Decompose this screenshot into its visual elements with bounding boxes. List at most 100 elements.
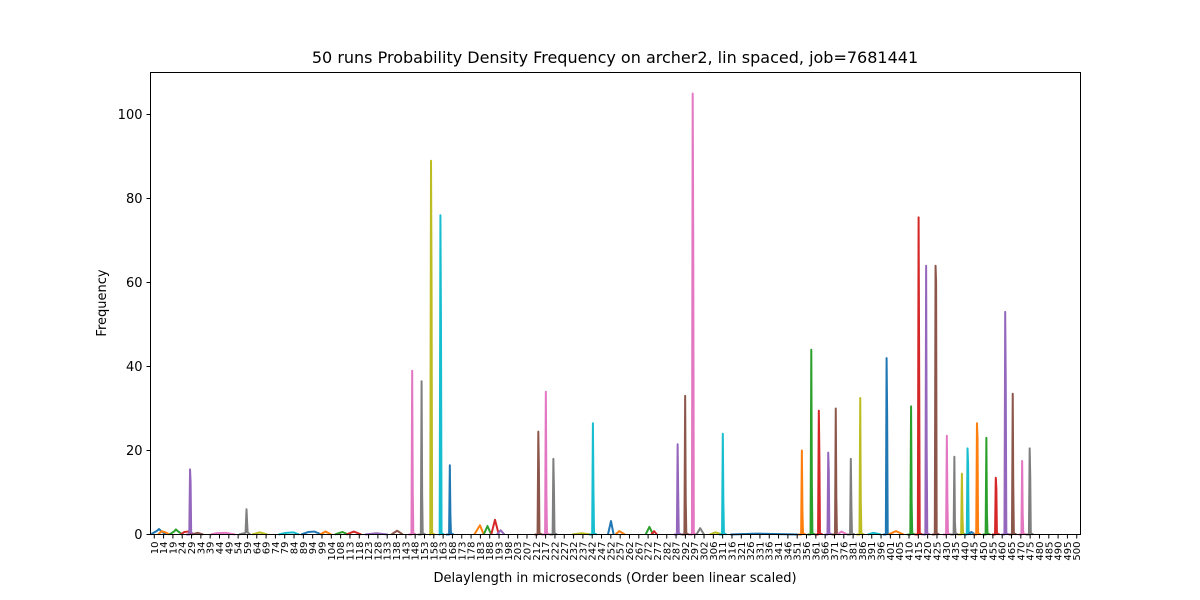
x-tick-label: 207 bbox=[522, 542, 533, 561]
x-tick-label: 148 bbox=[411, 542, 422, 561]
x-tick-label: 227 bbox=[560, 542, 571, 561]
x-tick-label: 262 bbox=[625, 542, 636, 561]
series-line-63 bbox=[992, 476, 1000, 536]
x-tick-label: 193 bbox=[495, 542, 506, 561]
x-tick-label: 49 bbox=[224, 542, 235, 555]
series-line-1 bbox=[157, 530, 170, 536]
x-tick-label: 287 bbox=[672, 542, 683, 561]
series-line-5 bbox=[191, 531, 204, 536]
series-line-25 bbox=[534, 430, 543, 536]
series-line-51 bbox=[888, 530, 904, 536]
x-tick-label: 401 bbox=[886, 542, 897, 561]
x-tick-label: 490 bbox=[1054, 542, 1065, 561]
series-line-30 bbox=[606, 520, 615, 535]
x-tick-label: 430 bbox=[942, 542, 953, 561]
x-tick-label: 346 bbox=[783, 542, 794, 561]
x-tick-label: 44 bbox=[215, 542, 226, 555]
x-tick-label: 460 bbox=[998, 542, 1009, 561]
series-line-7 bbox=[238, 508, 251, 536]
series-line-55 bbox=[931, 264, 940, 536]
y-axis-label: Frequency bbox=[95, 269, 110, 336]
series-line-23 bbox=[490, 518, 500, 535]
plot-frame bbox=[150, 72, 1081, 535]
series-line-42 bbox=[807, 348, 816, 536]
series-line-65 bbox=[1008, 392, 1017, 536]
series-line-50 bbox=[882, 357, 891, 536]
x-tick-label: 39 bbox=[206, 542, 217, 555]
x-tick-label: 64 bbox=[252, 542, 263, 555]
series-line-62 bbox=[982, 436, 991, 536]
x-tick-label: 311 bbox=[718, 542, 729, 561]
series-line-32 bbox=[644, 525, 655, 535]
x-tick-label: 24 bbox=[178, 542, 189, 555]
series-line-47 bbox=[847, 457, 856, 536]
x-tick-label: 247 bbox=[597, 542, 608, 561]
x-tick-label: 242 bbox=[588, 542, 599, 561]
series-line-2 bbox=[168, 528, 184, 536]
y-tick-label: 20 bbox=[126, 444, 143, 459]
chart-title: 50 runs Probability Density Frequency on… bbox=[312, 48, 918, 67]
x-tick-label: 153 bbox=[420, 542, 431, 561]
series-line-11 bbox=[319, 530, 332, 536]
x-tick-label: 94 bbox=[308, 542, 319, 555]
x-tick-label: 435 bbox=[951, 542, 962, 561]
x-tick-label: 138 bbox=[392, 542, 403, 561]
series-line-4 bbox=[186, 468, 195, 536]
series-line-26 bbox=[542, 390, 551, 536]
series-line-39 bbox=[719, 432, 728, 536]
x-tick-label: 257 bbox=[616, 542, 627, 561]
x-tick-label: 405 bbox=[895, 542, 906, 561]
y-tick-label: 80 bbox=[126, 192, 143, 207]
x-tick-label: 14 bbox=[159, 542, 170, 555]
x-tick-label: 386 bbox=[858, 542, 869, 561]
x-tick-label: 143 bbox=[401, 542, 412, 561]
x-tick-label: 381 bbox=[849, 542, 860, 561]
x-tick-label: 396 bbox=[877, 542, 888, 561]
x-tick-label: 29 bbox=[187, 542, 198, 555]
series-layer bbox=[150, 92, 1034, 536]
series-line-46 bbox=[837, 530, 848, 536]
x-tick-label: 203 bbox=[513, 542, 524, 561]
x-tick-label: 168 bbox=[448, 542, 459, 561]
x-tick-label: 480 bbox=[1035, 542, 1046, 561]
x-tick-label: 10 bbox=[150, 542, 161, 555]
x-tick-label: 495 bbox=[1063, 542, 1074, 561]
x-tick-label: 34 bbox=[196, 542, 207, 555]
series-line-34 bbox=[673, 443, 682, 536]
series-line-6 bbox=[210, 531, 236, 536]
x-tick-label: 89 bbox=[299, 542, 310, 555]
x-tick-label: 108 bbox=[336, 542, 347, 561]
y-axis: 0 20 40 60 80 100 bbox=[118, 108, 151, 543]
series-line-13 bbox=[345, 530, 362, 536]
series-line-59 bbox=[963, 447, 972, 536]
x-tick-label: 356 bbox=[802, 542, 813, 561]
series-line-61 bbox=[973, 422, 982, 536]
x-tick-label: 19 bbox=[168, 542, 179, 555]
x-tick-label: 425 bbox=[932, 542, 943, 561]
series-line-19 bbox=[438, 214, 445, 536]
series-line-53 bbox=[914, 216, 923, 536]
series-line-36 bbox=[688, 92, 697, 536]
series-line-52 bbox=[907, 405, 916, 536]
x-tick-label: 267 bbox=[634, 542, 645, 561]
x-tick-label: 316 bbox=[727, 542, 738, 561]
x-tick-label: 500 bbox=[1072, 542, 1083, 561]
x-tick-label: 331 bbox=[755, 542, 766, 561]
series-line-35 bbox=[681, 394, 690, 536]
x-tick-label: 391 bbox=[867, 542, 878, 561]
x-axis-label: Delaylength in microseconds (Order been … bbox=[433, 571, 796, 586]
x-tick-label: 74 bbox=[271, 542, 282, 555]
series-line-20 bbox=[446, 464, 455, 536]
x-tick-label: 465 bbox=[1007, 542, 1018, 561]
series-line-64 bbox=[1001, 310, 1010, 536]
x-tick-label: 351 bbox=[793, 542, 804, 561]
y-tick-label: 100 bbox=[118, 108, 143, 123]
x-tick-label: 415 bbox=[914, 542, 925, 561]
x-tick-label: 272 bbox=[644, 542, 655, 561]
x-tick-label: 118 bbox=[355, 542, 366, 561]
x-tick-label: 341 bbox=[774, 542, 785, 561]
series-line-66 bbox=[1018, 460, 1027, 536]
x-tick-label: 163 bbox=[439, 542, 450, 561]
series-line-29 bbox=[589, 422, 598, 536]
